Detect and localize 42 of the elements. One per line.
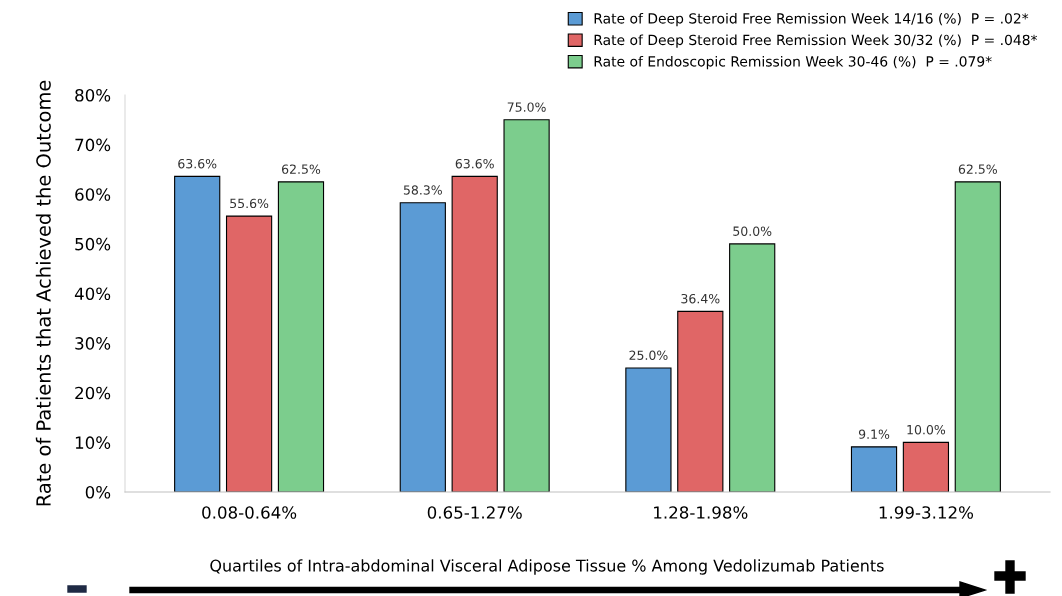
bar: [625, 367, 672, 492]
data-label: 63.6%: [455, 158, 494, 169]
bar: [503, 119, 550, 492]
x-tick-label: 0.08-0.64%: [202, 506, 297, 519]
x-axis-title: Quartiles of Intra-abdominal Visceral Adipose Tissue % Among Vedolizumab Patients: [210, 559, 884, 575]
bar: [850, 446, 898, 492]
data-label: 36.4%: [681, 293, 720, 304]
data-label: 62.5%: [281, 164, 321, 174]
y-tick-label: 70%: [75, 138, 111, 152]
x-tick-label: 1.28-1.98%: [654, 506, 748, 519]
data-label: 58.3%: [403, 185, 442, 195]
data-label: 9.1%: [858, 429, 890, 439]
bar: [954, 181, 1001, 492]
legend-label: Rate of Endoscopic Remission Week 30-46 (%) P = .079*: [594, 55, 992, 70]
data-label: 63.6%: [178, 158, 217, 169]
x-tick-label: 1.99-3.12%: [879, 506, 974, 519]
x-tick-label: 0.65-1.27%: [427, 506, 522, 519]
bar: [225, 215, 273, 492]
y-tick-label: 80%: [75, 88, 111, 102]
data-label: 10.0%: [907, 424, 946, 435]
y-tick-label: 60%: [75, 188, 111, 201]
bar: [729, 243, 776, 492]
bar: [902, 441, 950, 492]
bar: [451, 175, 498, 492]
y-tick-label: 0%: [85, 485, 111, 499]
bar: [399, 202, 446, 492]
y-tick-label: 50%: [75, 237, 111, 251]
bar: [277, 181, 325, 492]
bar: [677, 310, 724, 492]
data-label: 62.5%: [958, 164, 997, 174]
legend-label: Rate of Deep Steroid Free Remission Week 30/32 (%) P = .048*: [594, 34, 1038, 48]
data-label: 55.6%: [230, 198, 269, 209]
data-label: 25.0%: [629, 350, 668, 360]
bar: [174, 175, 221, 492]
data-label: 50.0%: [733, 226, 772, 236]
y-tick-label: 30%: [75, 337, 111, 350]
y-tick-label: 40%: [74, 287, 111, 301]
y-axis-title: Rate of Patients that Achieved the Outcome: [35, 80, 51, 506]
y-tick-label: 20%: [75, 386, 111, 400]
y-tick-label: 10%: [75, 436, 111, 449]
data-label: 75.0%: [507, 102, 546, 112]
legend-label: Rate of Deep Steroid Free Remission Week 14/16 (%) P = .02*: [594, 12, 1029, 27]
